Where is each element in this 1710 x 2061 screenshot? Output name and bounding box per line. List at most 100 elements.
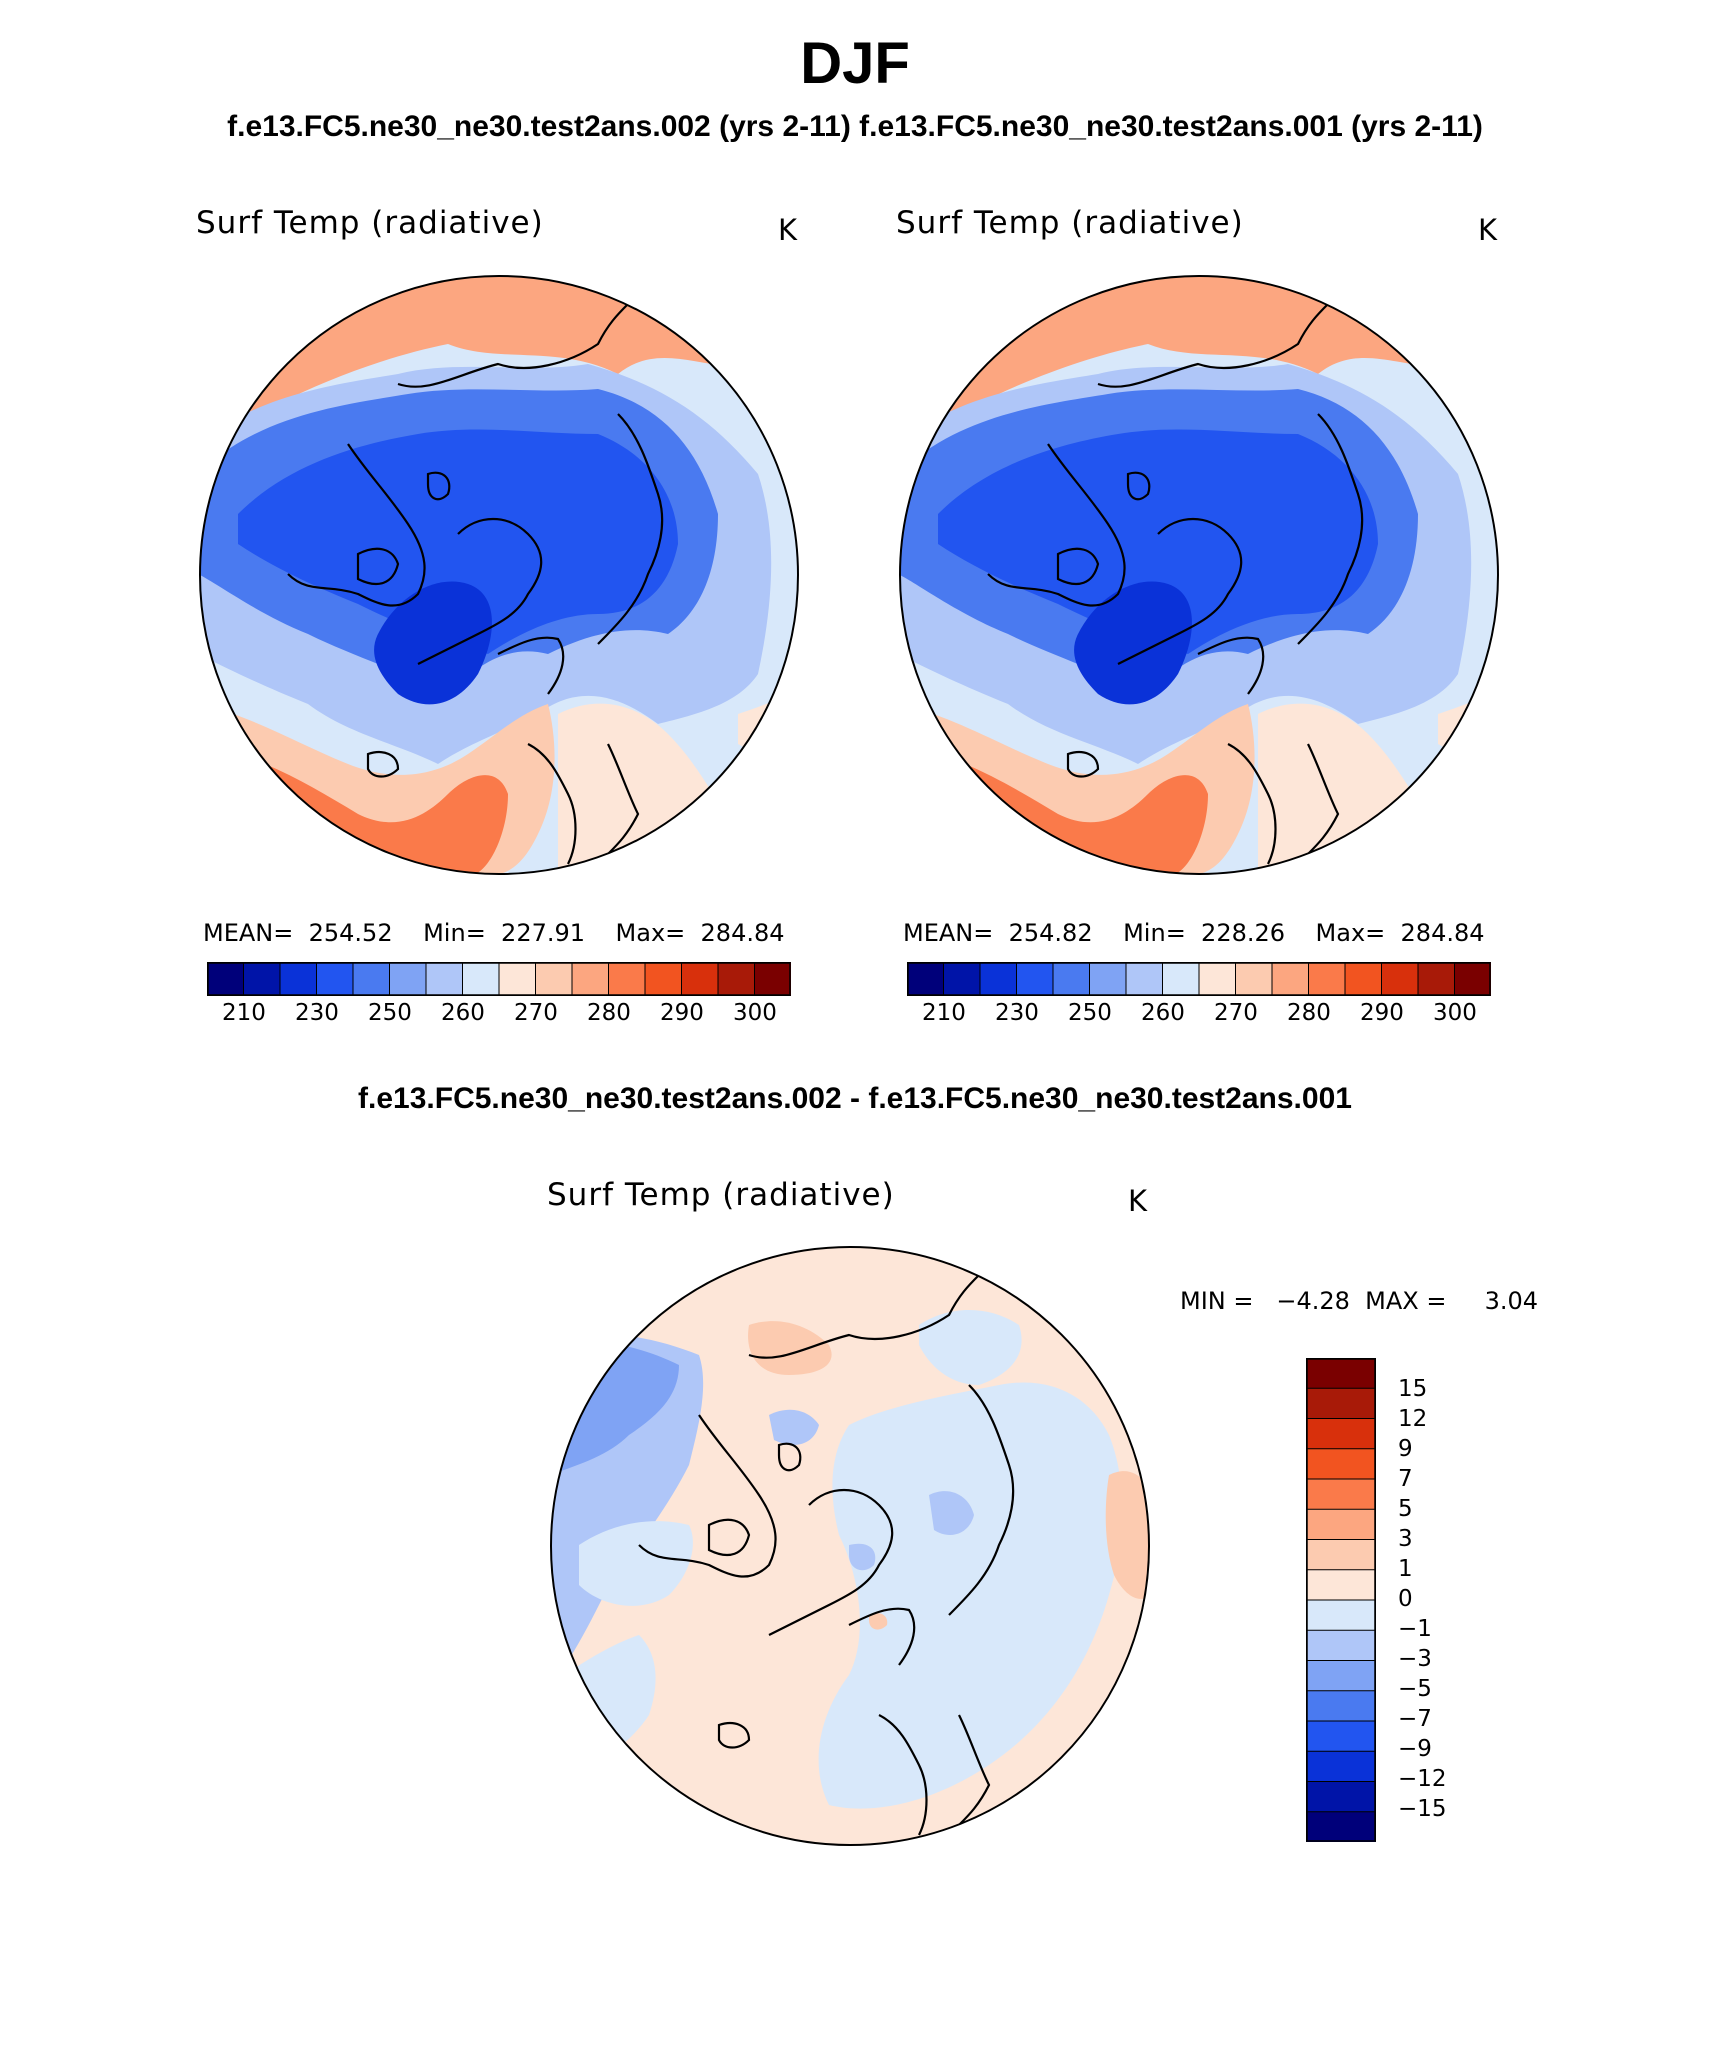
- diff-tick: −9: [1398, 1736, 1432, 1762]
- diff-tick: −7: [1398, 1706, 1432, 1732]
- colorbar-swatch: [1235, 962, 1273, 996]
- panel2-tick: 280: [1287, 1000, 1331, 1026]
- diff-tick: 9: [1398, 1436, 1413, 1462]
- colorbar-swatch: [681, 962, 719, 996]
- colorbar-swatch: [979, 962, 1018, 996]
- colorbar-swatch: [207, 962, 245, 996]
- panel1-tick: 290: [660, 1000, 704, 1026]
- panel1-tick: 250: [368, 1000, 412, 1026]
- panel1-variable-label: Surf Temp (radiative): [196, 205, 544, 241]
- figure-subtitle: f.e13.FC5.ne30_ne30.test2ans.002 (yrs 2-…: [227, 110, 1483, 143]
- diff-tick: 12: [1398, 1406, 1428, 1432]
- panel1-colorbar: [207, 962, 791, 996]
- colorbar-swatch: [1306, 1750, 1376, 1783]
- colorbar-swatch: [279, 962, 318, 996]
- diff-tick: 3: [1398, 1526, 1413, 1552]
- colorbar-swatch: [1306, 1569, 1376, 1601]
- panel1-tick: 270: [514, 1000, 558, 1026]
- difference-map: [550, 1246, 1150, 1846]
- panel2-tick: 270: [1214, 1000, 1258, 1026]
- colorbar-swatch: [943, 962, 981, 996]
- difference-title: f.e13.FC5.ne30_ne30.test2ans.002 - f.e13…: [358, 1082, 1352, 1115]
- colorbar-swatch: [1089, 962, 1127, 996]
- colorbar-swatch: [1306, 1660, 1376, 1692]
- diff-tick: 7: [1398, 1466, 1413, 1492]
- colorbar-swatch: [389, 962, 427, 996]
- colorbar-swatch: [1306, 1539, 1376, 1571]
- colorbar-swatch: [1306, 1629, 1376, 1662]
- colorbar-swatch: [1198, 962, 1237, 996]
- colorbar-swatch: [1125, 962, 1164, 996]
- panel2-colorbar-ticks: 210 230 250 260 270 280 290 300: [907, 1000, 1491, 1030]
- colorbar-swatch: [1381, 962, 1419, 996]
- colorbar-swatch: [243, 962, 281, 996]
- diff-variable-label: Surf Temp (radiative): [547, 1177, 895, 1213]
- panel2-unit-label: K: [1478, 213, 1498, 247]
- diff-tick: −1: [1398, 1616, 1432, 1642]
- panel1-tick: 210: [222, 1000, 266, 1026]
- panel2-tick: 210: [922, 1000, 966, 1026]
- diff-tick: 15: [1398, 1376, 1428, 1402]
- colorbar-swatch: [644, 962, 683, 996]
- panel1-tick: 260: [441, 1000, 485, 1026]
- colorbar-swatch: [1162, 962, 1200, 996]
- diff-tick: 0: [1398, 1586, 1413, 1612]
- colorbar-swatch: [754, 962, 791, 996]
- colorbar-swatch: [1306, 1508, 1376, 1541]
- colorbar-swatch: [1306, 1448, 1376, 1480]
- panel1-map: [199, 275, 799, 875]
- colorbar-swatch: [1271, 962, 1310, 996]
- diff-tick: 5: [1398, 1496, 1413, 1522]
- colorbar-swatch: [717, 962, 756, 996]
- colorbar-swatch: [1306, 1358, 1376, 1390]
- panel1-tick: 300: [733, 1000, 777, 1026]
- diff-tick: 1: [1398, 1556, 1413, 1582]
- panel2-tick: 250: [1068, 1000, 1112, 1026]
- colorbar-swatch: [1052, 962, 1091, 996]
- colorbar-swatch: [1417, 962, 1456, 996]
- colorbar-swatch: [535, 962, 573, 996]
- diff-stats: MIN = −4.28 MAX = 3.04: [1180, 1287, 1539, 1315]
- colorbar-swatch: [1306, 1690, 1376, 1722]
- panel1-stats: MEAN= 254.52 Min= 227.91 Max= 284.84: [203, 919, 785, 947]
- diff-colorbar-ticks: 15 12 9 7 5 3 1 0 −1 −3 −5 −7 −9 −12 −15: [1398, 1358, 1478, 1842]
- panel1-tick: 280: [587, 1000, 631, 1026]
- colorbar-swatch: [1306, 1811, 1376, 1842]
- colorbar-swatch: [1306, 1599, 1376, 1632]
- panel1-unit-label: K: [778, 213, 798, 247]
- panel1-colorbar-ticks: 210 230 250 260 270 280 290 300: [207, 1000, 791, 1030]
- colorbar-swatch: [571, 962, 610, 996]
- colorbar-swatch: [1344, 962, 1383, 996]
- diff-unit-label: K: [1128, 1184, 1148, 1218]
- colorbar-swatch: [498, 962, 537, 996]
- diff-tick: −5: [1398, 1676, 1432, 1702]
- panel2-tick: 290: [1360, 1000, 1404, 1026]
- colorbar-swatch: [608, 962, 646, 996]
- colorbar-swatch: [1306, 1720, 1376, 1753]
- panel2-map: [899, 275, 1499, 875]
- colorbar-swatch: [1306, 1387, 1376, 1420]
- colorbar-swatch: [352, 962, 391, 996]
- colorbar-swatch: [1016, 962, 1054, 996]
- panel2-stats: MEAN= 254.82 Min= 228.26 Max= 284.84: [903, 919, 1485, 947]
- panel2-tick: 230: [995, 1000, 1039, 1026]
- diff-colorbar: [1306, 1358, 1376, 1842]
- diff-tick: −12: [1398, 1766, 1447, 1792]
- panel1-tick: 230: [295, 1000, 339, 1026]
- panel2-colorbar: [907, 962, 1491, 996]
- colorbar-swatch: [1306, 1418, 1376, 1450]
- diff-tick: −15: [1398, 1796, 1447, 1822]
- colorbar-swatch: [1454, 962, 1491, 996]
- colorbar-swatch: [462, 962, 500, 996]
- figure-title: DJF: [800, 31, 910, 96]
- colorbar-swatch: [1306, 1478, 1376, 1511]
- panel2-variable-label: Surf Temp (radiative): [896, 205, 1244, 241]
- colorbar-swatch: [1306, 1781, 1376, 1813]
- panel2-tick: 260: [1141, 1000, 1185, 1026]
- diff-tick: −3: [1398, 1646, 1432, 1672]
- colorbar-swatch: [907, 962, 945, 996]
- colorbar-swatch: [1308, 962, 1346, 996]
- panel2-tick: 300: [1433, 1000, 1477, 1026]
- colorbar-swatch: [316, 962, 354, 996]
- colorbar-swatch: [425, 962, 464, 996]
